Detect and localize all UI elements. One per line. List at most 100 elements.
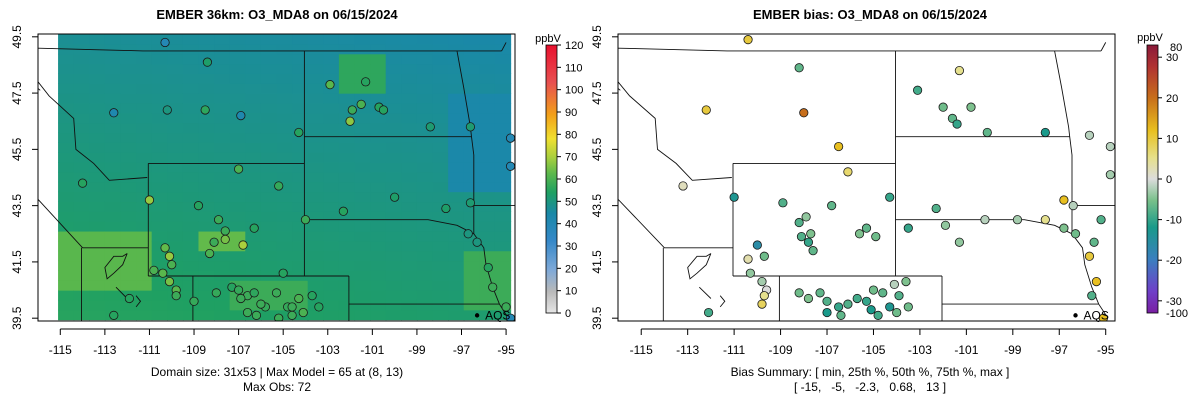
model-grid-cell xyxy=(89,102,106,114)
model-grid-cell xyxy=(416,250,434,262)
model-grid-cell xyxy=(151,93,168,104)
model-grid-cell xyxy=(292,280,309,291)
model-grid-cell xyxy=(198,63,215,74)
model-grid-cell xyxy=(229,34,246,45)
model-grid-cell xyxy=(370,221,387,232)
model-grid-cell xyxy=(151,211,168,222)
model-grid-cell xyxy=(479,43,496,55)
model-grid-cell xyxy=(463,299,480,311)
model-grid-cell xyxy=(385,102,402,114)
model-grid-cell xyxy=(73,112,90,124)
model-grid-cell xyxy=(416,280,434,291)
model-grid-cell xyxy=(89,132,106,143)
model-grid-cell xyxy=(401,201,418,212)
caption-line-2: Max Obs: 72 xyxy=(243,380,311,394)
model-grid-cell xyxy=(292,201,309,212)
model-grid-cell xyxy=(354,280,371,291)
model-grid-cell xyxy=(182,162,200,173)
model-grid-cell xyxy=(120,211,137,222)
model-grid-cell xyxy=(307,181,324,193)
observation-point xyxy=(425,122,435,132)
model-grid-cell xyxy=(432,250,449,262)
model-grid-cell xyxy=(323,63,340,74)
model-grid-cell xyxy=(136,230,153,242)
model-grid-cell xyxy=(432,260,449,271)
model-grid-cell xyxy=(479,63,496,74)
model-grid-cell xyxy=(260,83,278,94)
model-grid-cell xyxy=(245,191,262,203)
model-grid-cell xyxy=(260,152,278,163)
model-grid-cell xyxy=(151,250,168,262)
observation-point xyxy=(1105,170,1115,180)
model-grid-cell xyxy=(354,250,371,262)
model-grid-cell xyxy=(479,152,496,163)
model-grid-cell xyxy=(494,270,512,281)
model-grid-cell xyxy=(323,211,340,222)
model-grid-cell xyxy=(167,122,184,134)
model-grid-cell xyxy=(182,309,200,321)
model-grid-cell xyxy=(58,122,75,134)
model-grid-cell xyxy=(307,53,324,65)
model-grid-cell xyxy=(307,93,324,104)
model-grid-cell xyxy=(385,290,402,301)
observation-point xyxy=(861,223,872,233)
model-grid-cell xyxy=(432,73,449,84)
model-grid-cell xyxy=(416,122,434,134)
state-border xyxy=(38,50,148,181)
model-grid-cell xyxy=(276,211,293,222)
model-grid-cell xyxy=(385,162,402,173)
model-grid-cell xyxy=(354,290,371,301)
model-grid-cell xyxy=(416,112,434,124)
model-grid-cell xyxy=(245,250,262,262)
bias-panel: EMBER bias: O3_MDA8 on 06/15/2024 AQS -1… xyxy=(590,7,1188,394)
model-grid-cell xyxy=(89,280,106,291)
model-grid-cell xyxy=(323,299,340,311)
observation-point xyxy=(1084,130,1095,140)
model-grid-cell xyxy=(432,230,449,242)
model-grid-cell xyxy=(120,250,137,262)
colorbar-tick-label: 0 xyxy=(565,308,571,320)
model-grid-cell xyxy=(245,299,262,311)
observation-point xyxy=(678,181,688,191)
model-grid-cell xyxy=(245,152,262,163)
model-grid-cell xyxy=(182,290,200,301)
model-grid-cell xyxy=(167,142,184,153)
model-grid-cell xyxy=(463,112,480,124)
model-grid-cell xyxy=(167,102,184,114)
model-grid-cell xyxy=(245,132,262,143)
model-grid-cell xyxy=(432,191,449,203)
model-grid-cell xyxy=(401,191,418,203)
model-grid-cell xyxy=(182,73,200,84)
model-grid-cell xyxy=(73,152,90,163)
model-grid-cell xyxy=(260,43,278,55)
observation-point xyxy=(483,262,493,273)
model-grid-cell xyxy=(260,63,278,74)
model-grid-cell xyxy=(432,63,449,74)
model-grid-cell xyxy=(323,43,340,55)
model-grid-cell xyxy=(245,230,262,242)
model-grid-cell xyxy=(73,201,90,212)
observation-point xyxy=(759,291,769,301)
observation-point xyxy=(256,299,266,309)
model-grid-cell xyxy=(198,142,215,153)
observation-point xyxy=(931,203,941,214)
observation-point xyxy=(952,119,962,129)
model-grid-cell xyxy=(229,53,246,65)
observation-point xyxy=(345,116,355,126)
model-grid-cell xyxy=(229,250,246,262)
model-grid-cell xyxy=(292,73,309,84)
model-grid-cell xyxy=(385,132,402,143)
model-grid-cell xyxy=(73,142,90,153)
model-grid-cell xyxy=(214,309,231,321)
model-grid-cell xyxy=(167,132,184,143)
observation-point xyxy=(854,229,865,239)
model-grid-cell xyxy=(73,132,90,143)
model-grid-cell xyxy=(214,34,231,45)
model-grid-cell xyxy=(167,191,184,203)
model-grid-cell xyxy=(104,132,122,143)
model-grid-cell xyxy=(370,83,387,94)
model-grid-cell xyxy=(104,260,122,271)
observation-point xyxy=(903,302,913,312)
model-grid-cell xyxy=(416,270,434,281)
observation-point xyxy=(378,105,389,115)
